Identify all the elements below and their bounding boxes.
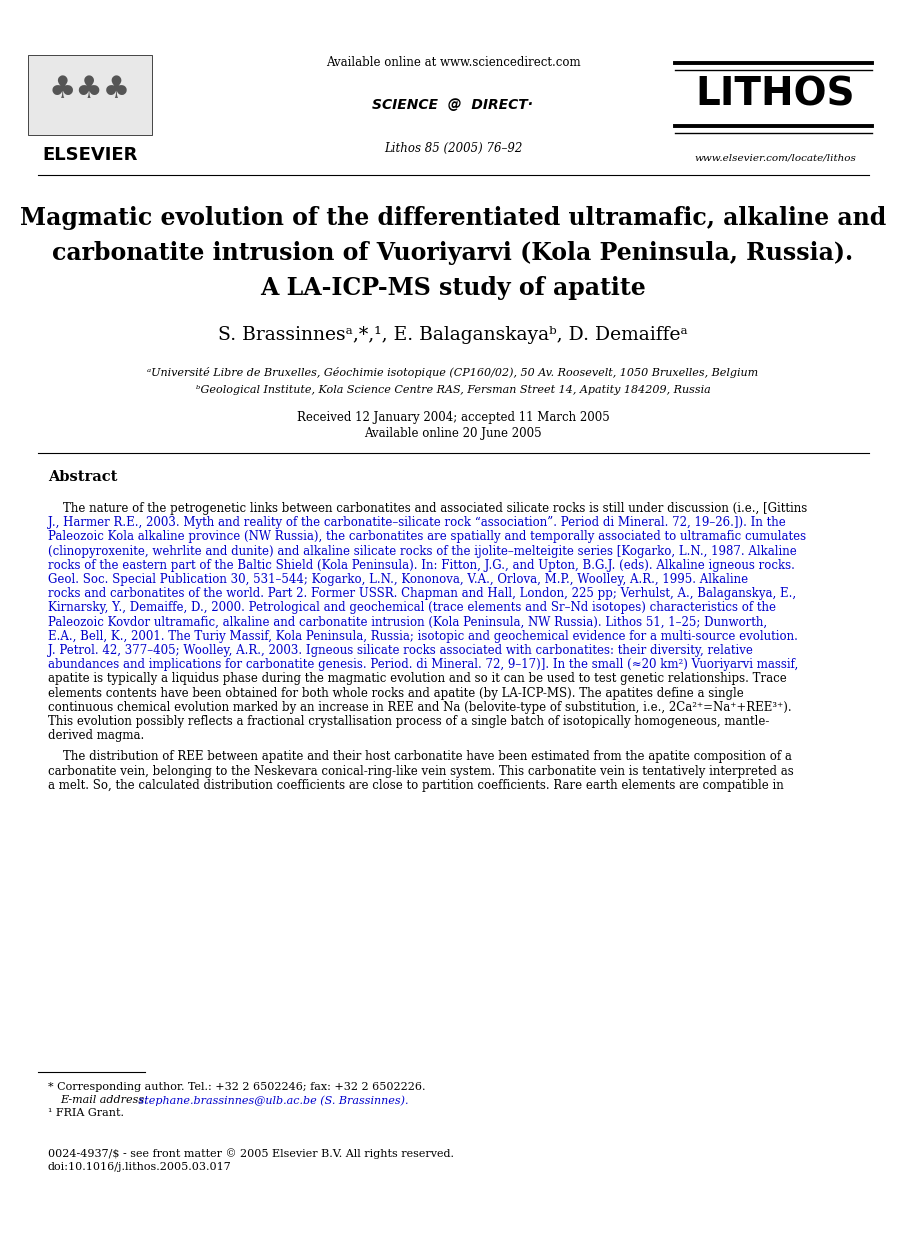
Text: ♣♣♣: ♣♣♣ <box>49 76 132 104</box>
Text: (clinopyroxenite, wehrlite and dunite) and alkaline silicate rocks of the ijolit: (clinopyroxenite, wehrlite and dunite) a… <box>48 545 796 557</box>
Text: derived magma.: derived magma. <box>48 729 144 743</box>
Text: Lithos 85 (2005) 76–92: Lithos 85 (2005) 76–92 <box>384 141 522 155</box>
Text: J., Harmer R.E., 2003. Myth and reality of the carbonatite–silicate rock “associ: J., Harmer R.E., 2003. Myth and reality … <box>48 516 785 529</box>
Text: Received 12 January 2004; accepted 11 March 2005: Received 12 January 2004; accepted 11 Ma… <box>297 411 610 425</box>
Text: rocks of the eastern part of the Baltic Shield (Kola Peninsula). In: Fitton, J.G: rocks of the eastern part of the Baltic … <box>48 558 795 572</box>
Text: Magmatic evolution of the differentiated ultramafic, alkaline and: Magmatic evolution of the differentiated… <box>20 206 886 230</box>
Text: Geol. Soc. Special Publication 30, 531–544; Kogarko, L.N., Kononova, V.A., Orlov: Geol. Soc. Special Publication 30, 531–5… <box>48 573 748 586</box>
Text: continuous chemical evolution marked by an increase in REE and Na (belovite-type: continuous chemical evolution marked by … <box>48 701 792 714</box>
Text: 0024-4937/$ - see front matter © 2005 Elsevier B.V. All rights reserved.: 0024-4937/$ - see front matter © 2005 El… <box>48 1148 454 1159</box>
Text: Paleozoic Kovdor ultramafic, alkaline and carbonatite intrusion (Kola Peninsula,: Paleozoic Kovdor ultramafic, alkaline an… <box>48 615 767 629</box>
Text: ᵇGeological Institute, Kola Science Centre RAS, Fersman Street 14, Apatity 18420: ᵇGeological Institute, Kola Science Cent… <box>196 385 710 395</box>
Text: a melt. So, the calculated distribution coefficients are close to partition coef: a melt. So, the calculated distribution … <box>48 779 784 792</box>
Text: Paleozoic Kola alkaline province (NW Russia), the carbonatites are spatially and: Paleozoic Kola alkaline province (NW Rus… <box>48 530 806 543</box>
Text: stephane.brassinnes@ulb.ac.be (S. Brassinnes).: stephane.brassinnes@ulb.ac.be (S. Brassi… <box>135 1094 408 1106</box>
Text: elements contents have been obtained for both whole rocks and apatite (by LA-ICP: elements contents have been obtained for… <box>48 687 744 699</box>
Text: ¹ FRIA Grant.: ¹ FRIA Grant. <box>48 1108 124 1118</box>
Text: ᵃUniversité Libre de Bruxelles, Géochimie isotopique (CP160/02), 50 Av. Roosevel: ᵃUniversité Libre de Bruxelles, Géochimi… <box>148 366 758 378</box>
Text: LITHOS: LITHOS <box>695 76 854 114</box>
Text: www.elsevier.com/locate/lithos: www.elsevier.com/locate/lithos <box>694 154 856 162</box>
Text: This evolution possibly reflects a fractional crystallisation process of a singl: This evolution possibly reflects a fract… <box>48 716 769 728</box>
Text: SCIENCE  @  DIRECT·: SCIENCE @ DIRECT· <box>373 98 533 111</box>
Text: E-mail address:: E-mail address: <box>60 1094 148 1106</box>
Text: carbonatite vein, belonging to the Neskevara conical-ring-like vein system. This: carbonatite vein, belonging to the Neske… <box>48 765 794 777</box>
Text: Kirnarsky, Y., Demaiffe, D., 2000. Petrological and geochemical (trace elements : Kirnarsky, Y., Demaiffe, D., 2000. Petro… <box>48 602 776 614</box>
Text: The nature of the petrogenetic links between carbonatites and associated silicat: The nature of the petrogenetic links bet… <box>48 501 807 515</box>
Text: Available online at www.sciencedirect.com: Available online at www.sciencedirect.co… <box>326 56 580 68</box>
Text: Abstract: Abstract <box>48 470 117 484</box>
Text: apatite is typically a liquidus phase during the magmatic evolution and so it ca: apatite is typically a liquidus phase du… <box>48 672 786 686</box>
Text: carbonatite intrusion of Vuoriyarvi (Kola Peninsula, Russia).: carbonatite intrusion of Vuoriyarvi (Kol… <box>53 241 853 265</box>
Text: abundances and implications for carbonatite genesis. Period. di Mineral. 72, 9–1: abundances and implications for carbonat… <box>48 659 798 671</box>
Text: * Corresponding author. Tel.: +32 2 6502246; fax: +32 2 6502226.: * Corresponding author. Tel.: +32 2 6502… <box>48 1082 425 1092</box>
Text: E.A., Bell, K., 2001. The Turiy Massif, Kola Peninsula, Russia; isotopic and geo: E.A., Bell, K., 2001. The Turiy Massif, … <box>48 630 798 643</box>
Text: J. Petrol. 42, 377–405; Woolley, A.R., 2003. Igneous silicate rocks associated w: J. Petrol. 42, 377–405; Woolley, A.R., 2… <box>48 644 753 657</box>
Text: S. Brassinnesᵃ,*,¹, E. Balaganskayaᵇ, D. Demaiffeᵃ: S. Brassinnesᵃ,*,¹, E. Balaganskayaᵇ, D.… <box>218 326 688 344</box>
Text: The distribution of REE between apatite and their host carbonatite have been est: The distribution of REE between apatite … <box>48 750 792 764</box>
Bar <box>28 54 152 135</box>
Text: A LA-ICP-MS study of apatite: A LA-ICP-MS study of apatite <box>260 276 646 300</box>
Text: ELSEVIER: ELSEVIER <box>43 146 138 163</box>
Text: Available online 20 June 2005: Available online 20 June 2005 <box>365 427 541 441</box>
Text: doi:10.1016/j.lithos.2005.03.017: doi:10.1016/j.lithos.2005.03.017 <box>48 1162 232 1172</box>
Text: rocks and carbonatites of the world. Part 2. Former USSR. Chapman and Hall, Lond: rocks and carbonatites of the world. Par… <box>48 587 796 600</box>
